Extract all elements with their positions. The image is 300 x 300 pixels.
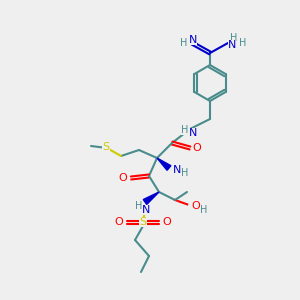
Text: H: H [230,33,238,43]
Text: N: N [228,40,236,50]
Text: H: H [180,38,188,48]
Text: H: H [200,205,208,215]
Text: O: O [115,217,123,227]
Text: N: N [189,128,197,138]
Text: N: N [142,205,150,215]
Text: N: N [189,35,197,45]
Text: H: H [135,201,143,211]
Text: H: H [239,38,247,48]
Text: O: O [163,217,171,227]
Text: O: O [192,201,200,211]
Text: N: N [173,165,181,175]
Text: O: O [193,143,201,153]
Polygon shape [157,158,171,170]
Text: H: H [181,168,189,178]
Text: S: S [140,217,147,227]
Text: S: S [102,142,110,152]
Text: O: O [118,173,127,183]
Polygon shape [143,192,159,204]
Text: H: H [181,125,189,135]
